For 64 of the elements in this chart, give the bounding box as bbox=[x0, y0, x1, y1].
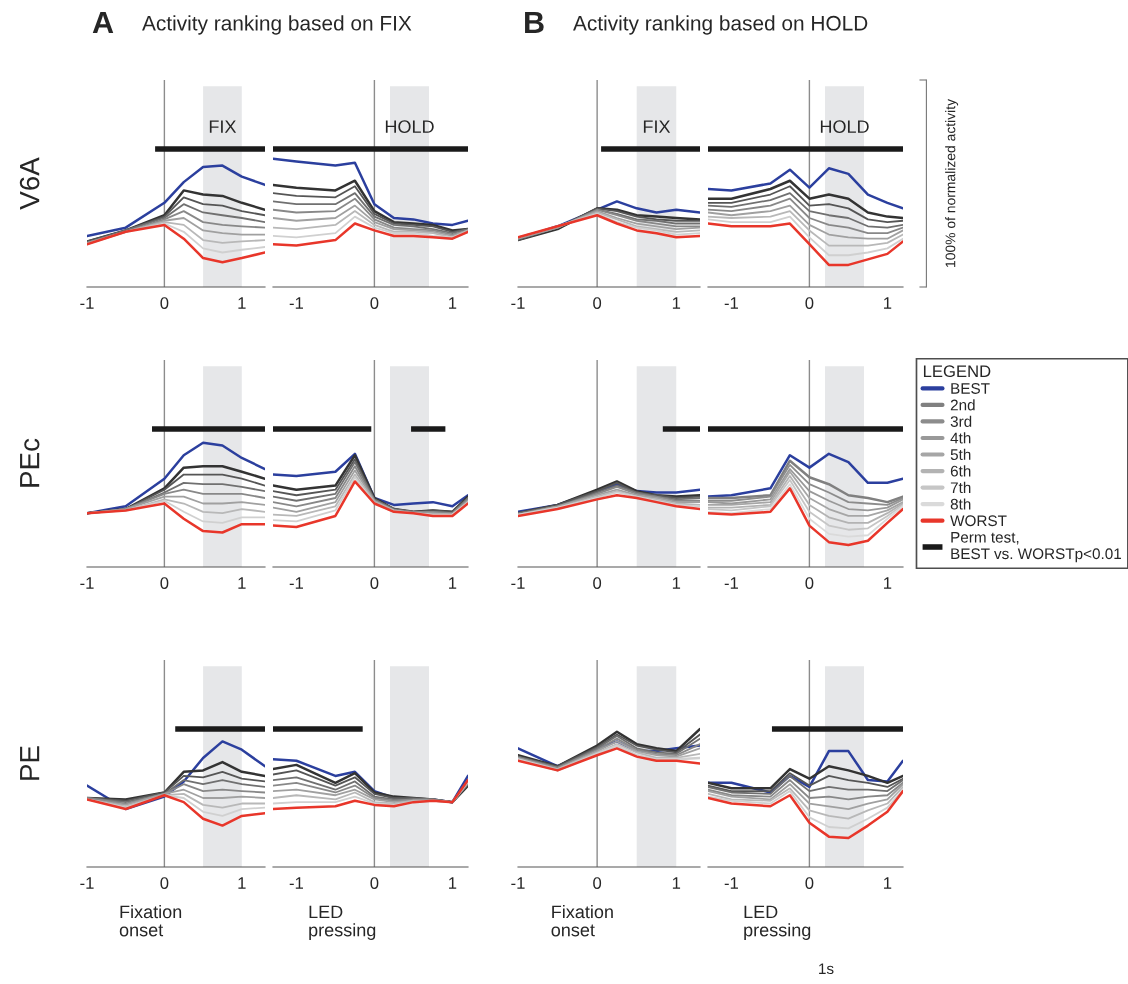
x-axis-title: LED pressing bbox=[744, 905, 811, 940]
x-tick-label: 0 bbox=[160, 877, 169, 889]
text: FIX bbox=[209, 120, 237, 133]
text: HOLD bbox=[820, 120, 869, 134]
chart-title: A bbox=[92, 11, 114, 33]
legend-label: 4th bbox=[950, 432, 971, 444]
x-tick-label: -1 bbox=[289, 297, 303, 309]
legend-label: 3rd bbox=[950, 415, 972, 427]
x-tick-label: -1 bbox=[724, 297, 738, 309]
x-tick-label: 0 bbox=[370, 297, 379, 309]
x-tick-label: 1 bbox=[884, 297, 892, 309]
x-tick-label: 1 bbox=[449, 297, 457, 309]
legend-label: BEST bbox=[951, 383, 990, 394]
x-axis-title: Fixation onset bbox=[551, 905, 613, 937]
text: FIX bbox=[643, 120, 671, 133]
x-tick-label: -1 bbox=[511, 297, 525, 309]
y2-axis-title: 100% of normalized activity bbox=[945, 98, 959, 267]
legend-label: WORST bbox=[950, 515, 1007, 527]
x-tick-label: -1 bbox=[80, 577, 94, 589]
chart-title: B bbox=[525, 11, 544, 33]
y-axis-title: V6A bbox=[19, 157, 40, 210]
y-axis-title: PEc bbox=[20, 438, 40, 487]
x-tick-label: 0 bbox=[370, 877, 379, 889]
x-tick-label: 1 bbox=[238, 577, 246, 589]
x-tick-label: 0 bbox=[593, 877, 602, 889]
x-tick-label: 1 bbox=[449, 577, 457, 589]
x-tick-label: 1 bbox=[238, 877, 246, 889]
x-tick-label: -1 bbox=[80, 297, 94, 309]
x-axis-title: Fixation onset bbox=[119, 905, 182, 937]
legend-label: 7th bbox=[950, 481, 971, 494]
x-axis-title: LED pressing bbox=[309, 905, 376, 940]
x-tick-label: 1 bbox=[672, 297, 681, 309]
x-tick-label: 0 bbox=[160, 297, 169, 309]
x-tick-label: -1 bbox=[724, 577, 738, 589]
x-tick-label: 1 bbox=[238, 297, 246, 309]
x-tick-label: -1 bbox=[80, 877, 94, 889]
x-tick-label: 0 bbox=[370, 577, 379, 589]
chart-subtitle: Activity ranking based on FIX bbox=[142, 15, 412, 35]
x-tick-label: -1 bbox=[289, 577, 303, 589]
y-axis-title: PE bbox=[20, 746, 40, 780]
legend-title: LEGEND bbox=[923, 365, 991, 378]
text: HOLD bbox=[385, 120, 434, 134]
x-tick-label: -1 bbox=[724, 877, 738, 889]
legend-label: Perm test, BEST vs. WORSTp<0.01 bbox=[951, 532, 1122, 563]
x-tick-label: 0 bbox=[805, 877, 814, 889]
legend-label: 5th bbox=[950, 448, 971, 461]
x-tick-label: 0 bbox=[160, 577, 169, 589]
text: 1s bbox=[819, 963, 834, 975]
x-tick-label: 1 bbox=[449, 877, 457, 889]
x-tick-label: 0 bbox=[593, 297, 602, 309]
legend-label: 2nd bbox=[950, 399, 975, 411]
legend-label: 8th bbox=[950, 498, 971, 510]
chart-subtitle: Activity ranking based on HOLD bbox=[573, 15, 868, 35]
x-tick-label: -1 bbox=[511, 577, 525, 589]
x-tick-label: 1 bbox=[884, 577, 892, 589]
x-tick-label: -1 bbox=[289, 877, 303, 889]
x-tick-label: -1 bbox=[511, 877, 525, 889]
x-tick-label: 0 bbox=[805, 577, 814, 589]
x-tick-label: 0 bbox=[805, 297, 814, 309]
x-tick-label: 0 bbox=[593, 577, 602, 589]
x-tick-label: 1 bbox=[672, 577, 681, 589]
x-tick-label: 1 bbox=[672, 877, 681, 889]
legend-label: 6th bbox=[950, 465, 971, 477]
x-tick-label: 1 bbox=[884, 877, 892, 889]
